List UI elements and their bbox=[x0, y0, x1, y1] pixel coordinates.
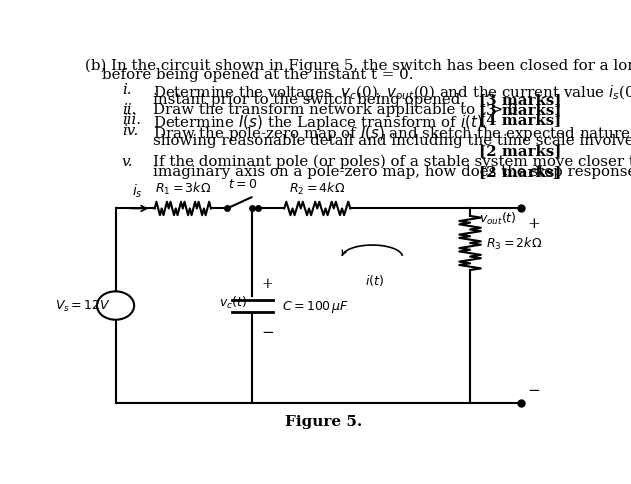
Text: Determine $\bf{\it{I(s)}}$ the Laplace transform of $\it{i(t)}$.: Determine $\bf{\it{I(s)}}$ the Laplace t… bbox=[153, 113, 488, 132]
Text: $i_s$: $i_s$ bbox=[132, 182, 143, 199]
Text: iii.: iii. bbox=[122, 113, 141, 127]
Text: $v_{out}(t)$: $v_{out}(t)$ bbox=[479, 211, 517, 227]
Text: $-$: $-$ bbox=[528, 381, 541, 395]
Text: Draw the pole-zero map of $\bf{\it{I(s)}}$ and sketch the expected nature of $\i: Draw the pole-zero map of $\bf{\it{I(s)}… bbox=[153, 123, 631, 142]
Text: $C =100\,\mu F$: $C =100\,\mu F$ bbox=[282, 298, 349, 314]
Text: +: + bbox=[261, 276, 273, 290]
Text: $R_1= 3k\Omega$: $R_1= 3k\Omega$ bbox=[155, 181, 211, 197]
Text: imaginary axis on a pole-zero map, how does the step response change?: imaginary axis on a pole-zero map, how d… bbox=[153, 165, 631, 179]
Text: $v_c(t)$: $v_c(t)$ bbox=[220, 294, 247, 310]
Text: [2 marks]: [2 marks] bbox=[479, 143, 562, 157]
Text: iv.: iv. bbox=[122, 123, 138, 137]
Text: ii.: ii. bbox=[122, 103, 136, 117]
Text: Draw the transform network applicable to t > 0.: Draw the transform network applicable to… bbox=[153, 103, 522, 117]
Text: [3 marks]: [3 marks] bbox=[479, 103, 562, 117]
Text: $R_2= 4k\Omega$: $R_2= 4k\Omega$ bbox=[289, 181, 345, 197]
Text: v.: v. bbox=[122, 154, 133, 168]
Text: If the dominant pole (or poles) of a stable system move closer to the: If the dominant pole (or poles) of a sta… bbox=[153, 154, 631, 169]
Text: before being opened at the instant t = 0.: before being opened at the instant t = 0… bbox=[102, 68, 413, 82]
Text: $R_3= 2k\Omega$: $R_3= 2k\Omega$ bbox=[486, 235, 542, 252]
Text: showing reasonable detail and including the time scale involved.: showing reasonable detail and including … bbox=[153, 134, 631, 147]
Text: $i(t)$: $i(t)$ bbox=[365, 272, 384, 287]
Text: Determine the voltages  $v_c$(0), $v_{out}$(0) and the current value $i_s$(0) at: Determine the voltages $v_c$(0), $v_{out… bbox=[153, 83, 631, 102]
Text: [2 marks]: [2 marks] bbox=[479, 165, 562, 179]
Text: +: + bbox=[528, 217, 540, 231]
Text: [4 marks]: [4 marks] bbox=[480, 113, 562, 127]
Text: $-$: $-$ bbox=[261, 323, 274, 337]
Text: instant prior to the switch being opened.: instant prior to the switch being opened… bbox=[153, 93, 465, 107]
Text: [3 marks]: [3 marks] bbox=[479, 93, 562, 107]
Text: (b) In the circuit shown in Figure 5, the switch has been closed for a long time: (b) In the circuit shown in Figure 5, th… bbox=[85, 59, 631, 73]
Text: Figure 5.: Figure 5. bbox=[285, 414, 362, 428]
Text: $V_s=12V$: $V_s=12V$ bbox=[55, 298, 110, 314]
Text: i.: i. bbox=[122, 83, 131, 97]
Text: $t = 0$: $t = 0$ bbox=[228, 178, 257, 190]
